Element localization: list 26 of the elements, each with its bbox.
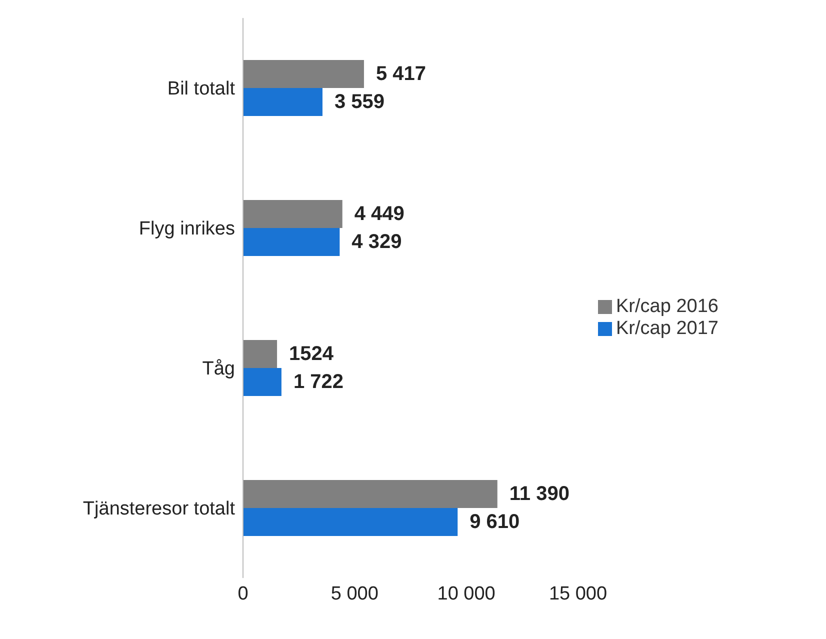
legend-label: Kr/cap 2016 <box>616 296 718 317</box>
x-tick-label: 15 000 <box>548 583 608 604</box>
x-tick-label: 5 000 <box>330 583 378 604</box>
bar <box>243 228 340 256</box>
x-tick-label: 0 <box>238 583 248 604</box>
data-label: 4 329 <box>352 231 402 253</box>
data-label: 3 559 <box>334 91 385 113</box>
data-label: 1524 <box>289 343 334 365</box>
data-label: 4 449 <box>354 203 404 225</box>
bar <box>243 60 364 88</box>
bar <box>243 340 278 368</box>
y-tick-label: Bil totalt <box>167 78 236 100</box>
x-tick-label: 10 000 <box>437 583 496 604</box>
bar <box>243 480 498 508</box>
bar <box>243 508 458 536</box>
data-label: 5 417 <box>376 63 426 85</box>
legend-label: Kr/cap 2017 <box>616 318 718 339</box>
y-tick-label: Tjänsteresor totalt <box>82 498 236 520</box>
y-tick-label: Flyg inrikes <box>138 218 235 240</box>
data-label: 1 722 <box>293 371 344 393</box>
bar <box>243 200 342 228</box>
y-tick-label: Tåg <box>202 358 235 380</box>
data-label: 11 390 <box>509 483 570 505</box>
bar <box>243 88 322 116</box>
bar <box>243 368 282 396</box>
data-label: 9 610 <box>470 511 520 533</box>
